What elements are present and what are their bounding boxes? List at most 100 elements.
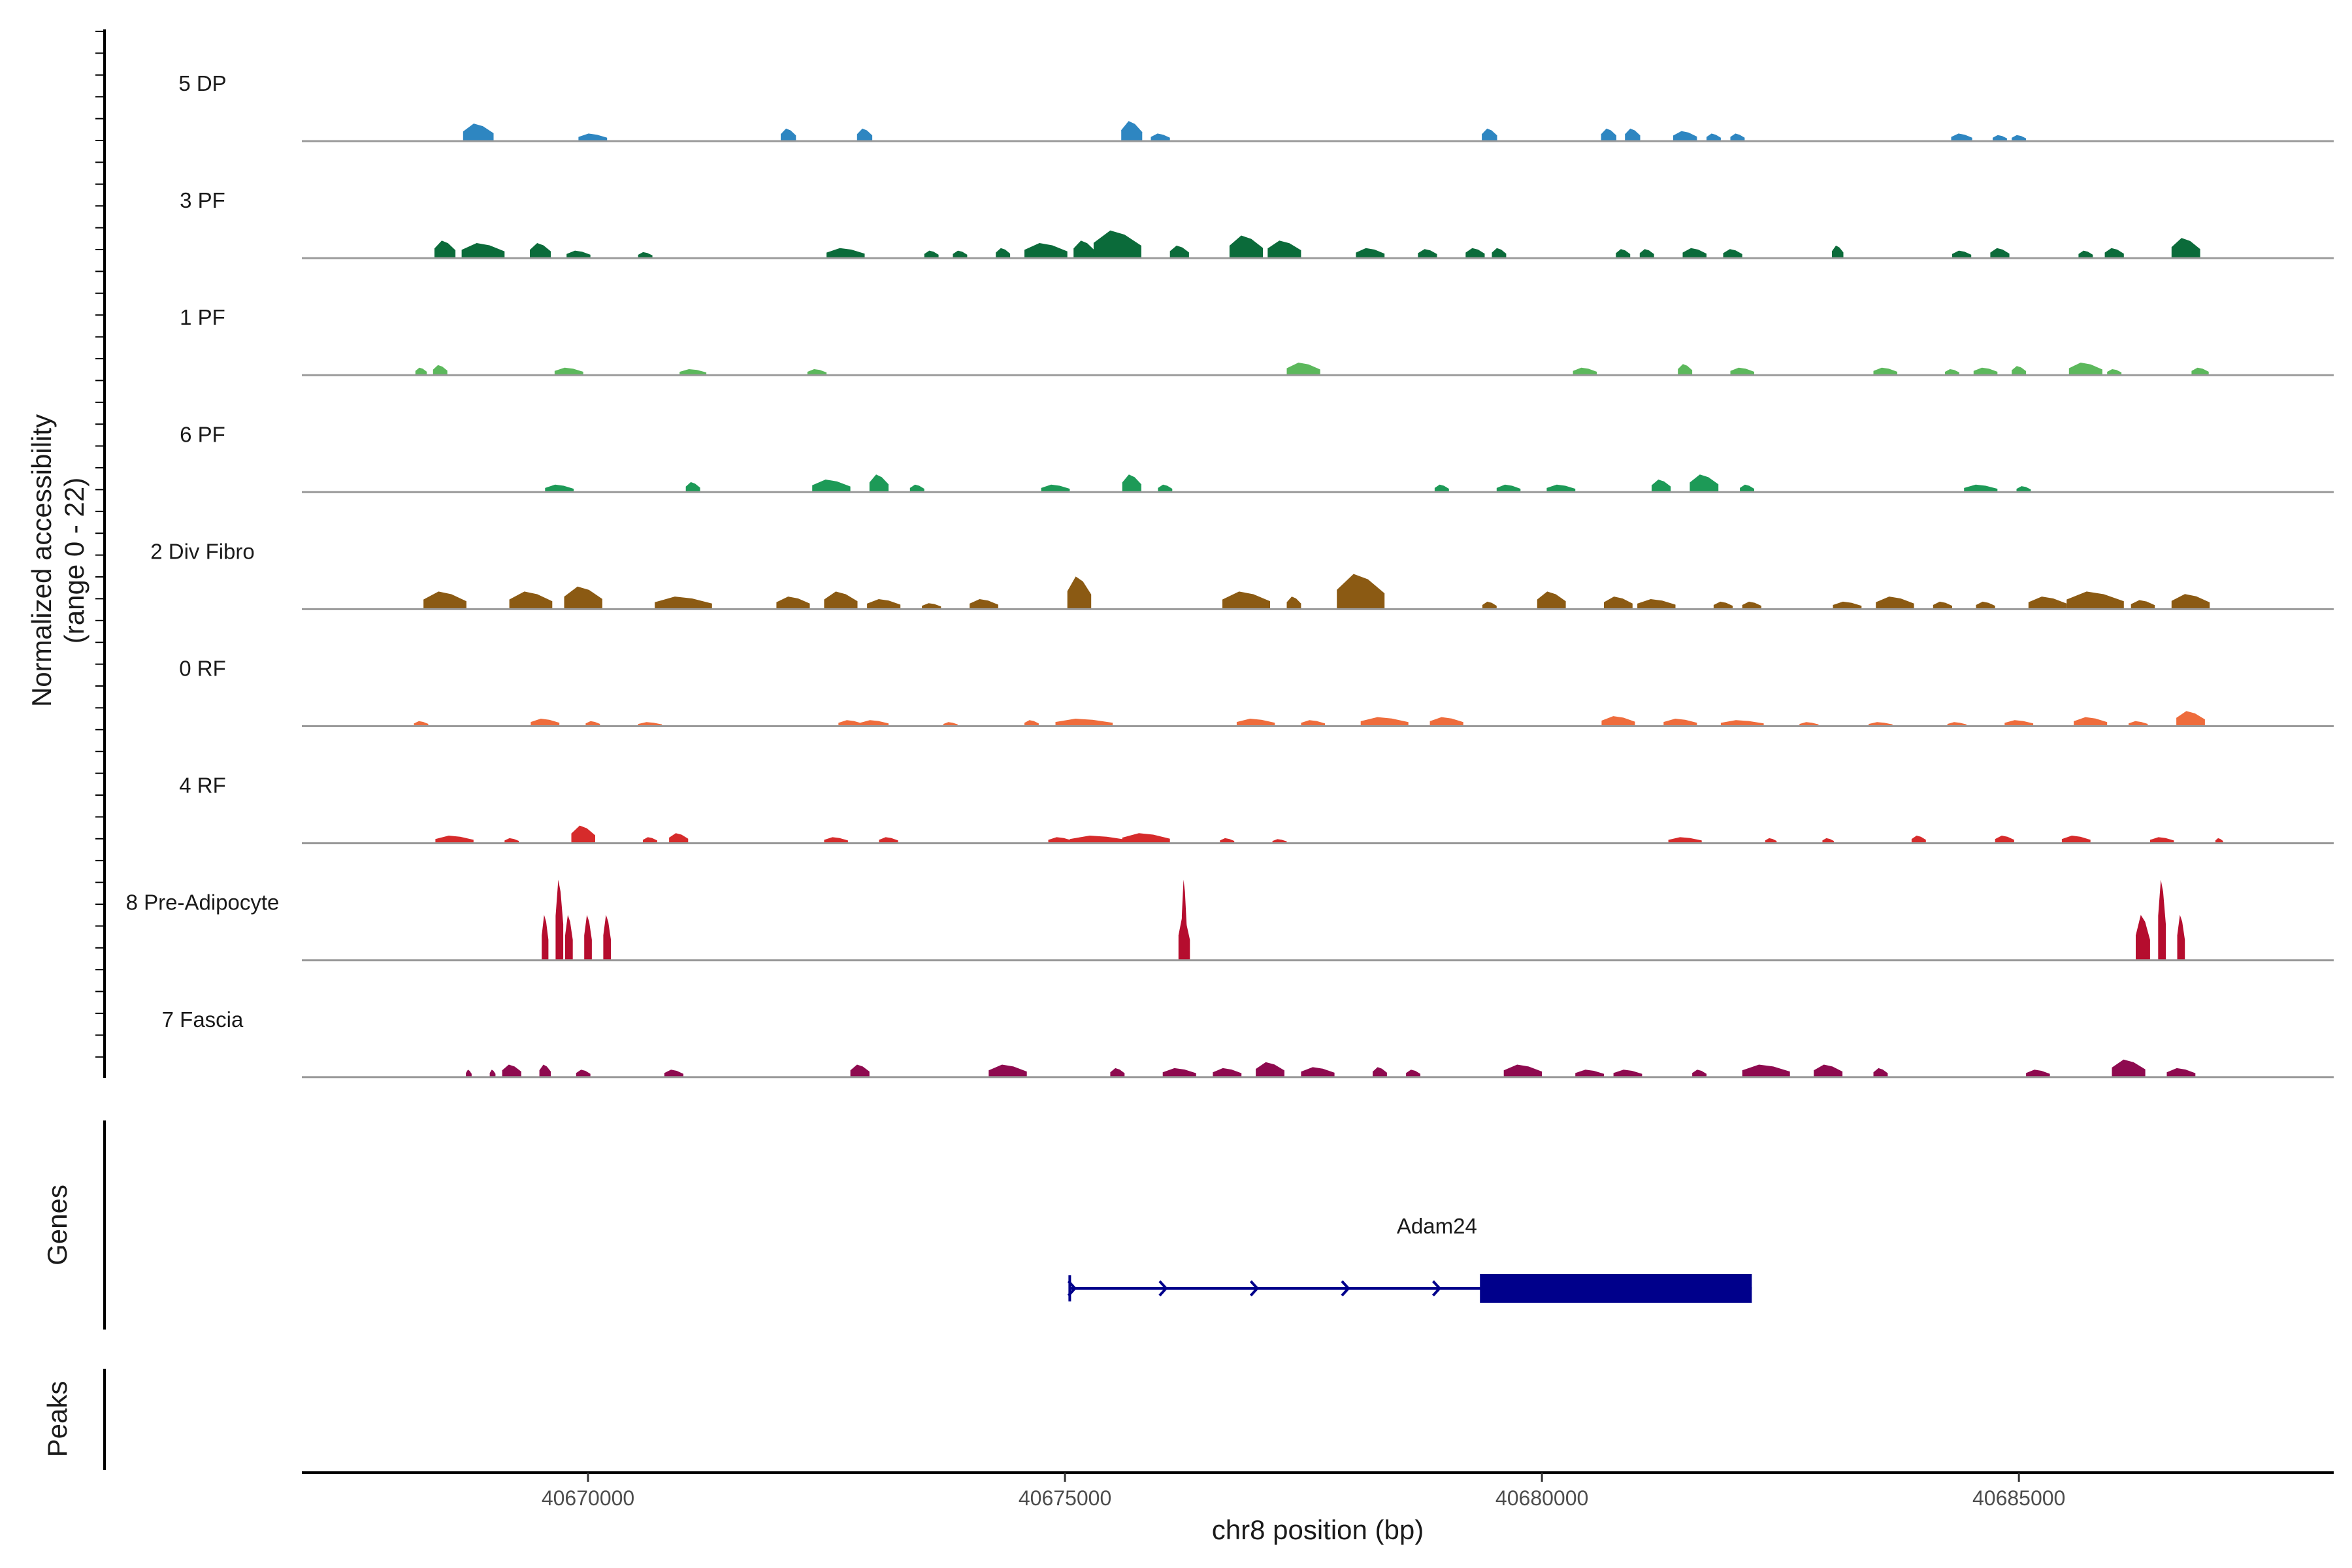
coverage-peak [1406, 1070, 1420, 1077]
coverage-peak [1286, 363, 1320, 376]
coverage-peak [578, 133, 608, 141]
gene-track: Adam24 [1067, 1214, 1752, 1303]
coverage-peak [435, 836, 474, 843]
coverage-peak [1873, 367, 1897, 376]
coverage-peak [867, 599, 901, 610]
coverage-peak [2012, 135, 2027, 141]
coverage-peak [2107, 369, 2122, 376]
x-axis-title: chr8 position (bp) [1212, 1514, 1424, 1545]
coverage-peak [415, 367, 427, 376]
coverage-peak [2191, 367, 2209, 376]
y-axis-title-line2: (range 0 - 22) [59, 478, 90, 644]
coverage-peak [860, 720, 889, 727]
coverage-peak [1601, 716, 1635, 727]
coverage-peak [434, 240, 456, 259]
coverage-peak [1356, 248, 1385, 259]
coverage-peak [1873, 1068, 1888, 1077]
coverage-peak [1337, 574, 1385, 610]
coverage-peak [953, 250, 968, 259]
coverage-peak [1993, 135, 2007, 141]
track-3-pf: 3 PF [180, 188, 2334, 259]
coverage-y-ticks [95, 31, 105, 1058]
coverage-peak [1575, 1070, 1604, 1077]
coverage-peak [461, 243, 505, 259]
coverage-peak [1048, 837, 1072, 843]
coverage-peak [1267, 240, 1301, 259]
coverage-peak [1639, 249, 1654, 259]
coverage-peak [1692, 1070, 1707, 1077]
coverage-peak [1222, 591, 1270, 610]
coverage-peak [970, 599, 998, 610]
coverage-peak [2171, 594, 2210, 610]
coverage-peak [812, 480, 851, 493]
coverage-peak [1373, 1067, 1387, 1077]
coverage-peak [1169, 245, 1189, 259]
coverage-peak [1832, 245, 1844, 259]
coverage-peak [542, 915, 549, 960]
coverage-peak [576, 1070, 591, 1077]
track-label: 0 RF [179, 657, 226, 681]
coverage-peak [1122, 833, 1170, 843]
genes-track-label: Genes [42, 1184, 73, 1266]
coverage-peak [1604, 596, 1633, 610]
coverage-peak [1995, 836, 2014, 843]
coverage-peak [502, 1064, 521, 1077]
coverage-peak [1236, 719, 1275, 727]
coverage-peak [1730, 367, 1754, 376]
coverage-peak [2171, 238, 2200, 259]
coverage-peak [1613, 1070, 1642, 1077]
coverage-peak [1947, 722, 1967, 727]
coverage-peak [2028, 596, 2067, 610]
coverage-peak [1272, 839, 1287, 843]
coverage-peak [1765, 838, 1777, 843]
coverage-peak [1973, 367, 1998, 376]
coverage-peak [1229, 235, 1263, 259]
coverage-peak [1990, 248, 2010, 259]
track-2-div-fibro: 2 Div Fibro [150, 539, 2334, 610]
gene-label: Adam24 [1397, 1214, 1477, 1238]
coverage-peak [922, 603, 941, 610]
coverage-peak [1360, 717, 1409, 727]
coverage-peak [1537, 591, 1566, 610]
coverage-peak [463, 123, 494, 141]
coverage-peak [1503, 1064, 1543, 1077]
coverage-peak [807, 369, 827, 376]
coverage-peak [1911, 836, 1926, 843]
coverage-peak [2131, 600, 2155, 610]
coverage-peak [1951, 133, 1972, 141]
coverage-peak [603, 915, 612, 960]
track-1-pf: 1 PF [180, 305, 2334, 376]
coverage-peak [1482, 601, 1497, 610]
coverage-peak [1429, 717, 1463, 727]
coverage-peak [838, 720, 862, 727]
coverage-peak [509, 591, 553, 610]
coverage-peak [1616, 249, 1631, 259]
coverage-peak [2215, 838, 2223, 843]
coverage-peak [2158, 879, 2166, 960]
coverage-peak [1301, 1067, 1335, 1077]
coverage-peak [1093, 230, 1141, 259]
coverage-peak [2129, 721, 2148, 727]
coverage-peak [1690, 474, 1719, 493]
coverage-tracks: 5 DP 3 PF 1 PF 6 PF 2 Div Fibro 0 RF 4 RF 8 Pre… [126, 71, 2334, 1079]
coverage-peak [545, 484, 574, 493]
x-tick-label: 40685000 [1972, 1486, 2065, 1510]
x-tick-label: 40680000 [1495, 1486, 1588, 1510]
coverage-peak [1730, 133, 1745, 141]
track-label: 7 Fascia [162, 1007, 244, 1032]
coverage-peak [2177, 915, 2185, 960]
coverage-peak [909, 484, 924, 493]
coverage-peak [1964, 484, 1998, 493]
coverage-peak [2176, 711, 2205, 727]
coverage-peak [2061, 836, 2091, 843]
coverage-peak [1465, 248, 1485, 259]
coverage-peak [1110, 1068, 1125, 1077]
track-0-rf: 0 RF [179, 657, 2334, 727]
coverage-peak [1713, 601, 1733, 610]
coverage-peak [1178, 915, 1190, 960]
coverage-peak [2026, 1070, 2050, 1077]
coverage-peak [2112, 1059, 2146, 1077]
coverage-peak [2074, 717, 2108, 727]
track-label: 2 Div Fibro [150, 539, 255, 563]
